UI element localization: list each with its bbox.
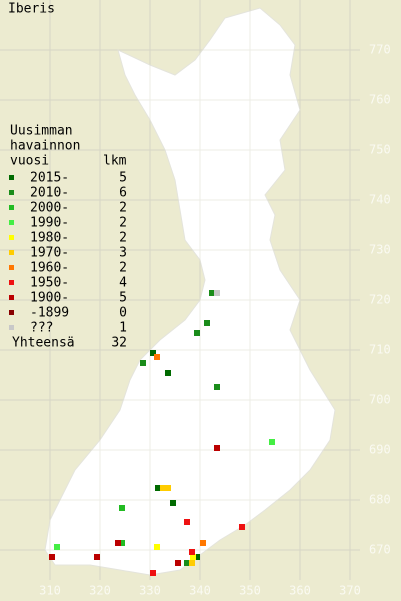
observation — [119, 505, 125, 511]
legend-count: 5 — [119, 171, 127, 186]
observation — [155, 485, 161, 491]
y-tick-label: 690 — [369, 443, 391, 457]
x-tick-label: 320 — [89, 584, 111, 598]
legend-label: 1990- — [30, 216, 69, 231]
observation — [140, 360, 146, 366]
observation — [170, 500, 176, 506]
legend-swatch — [9, 250, 14, 255]
y-tick-label: 740 — [369, 193, 391, 207]
observation — [189, 560, 195, 566]
observation — [194, 554, 200, 560]
observation — [175, 560, 181, 566]
legend-label: 2010- — [30, 186, 69, 201]
observation — [189, 549, 195, 555]
legend-count: 4 — [119, 276, 127, 291]
observation — [214, 384, 220, 390]
x-tick-label: 340 — [189, 584, 211, 598]
legend-label: 1980- — [30, 231, 69, 246]
observation — [190, 554, 196, 560]
legend-label: ??? — [30, 321, 53, 336]
legend-count: 0 — [119, 306, 127, 321]
y-tick-label: 710 — [369, 343, 391, 357]
observation — [150, 350, 156, 356]
observations — [49, 290, 275, 576]
observation — [194, 330, 200, 336]
observation — [200, 540, 206, 546]
legend-label: -1899 — [30, 306, 69, 321]
legend-title: Uusimman — [10, 124, 73, 139]
observation — [115, 540, 121, 546]
observation — [154, 544, 160, 550]
grid-overlay — [0, 0, 360, 580]
observation — [204, 320, 210, 326]
y-tick-label: 670 — [369, 543, 391, 557]
observation — [165, 370, 171, 376]
legend-title: vuosi — [10, 154, 49, 169]
legend-count: 1 — [119, 321, 127, 336]
legend-swatch — [9, 220, 14, 225]
observation — [184, 560, 190, 566]
legend-count: 2 — [119, 216, 127, 231]
legend-swatch — [9, 175, 14, 180]
observation — [165, 485, 171, 491]
x-tick-label: 330 — [139, 584, 161, 598]
observation — [239, 524, 245, 530]
x-tick-label: 360 — [289, 584, 311, 598]
y-tick-label: 720 — [369, 293, 391, 307]
observation — [49, 554, 55, 560]
legend-title: havainnon — [10, 139, 80, 154]
total-label: Yhteensä — [12, 336, 75, 351]
legend-swatch — [9, 325, 14, 330]
x-tick-label: 310 — [39, 584, 61, 598]
x-tick-label: 350 — [239, 584, 261, 598]
observation — [160, 485, 166, 491]
legend-swatch — [9, 280, 14, 285]
observation — [150, 570, 156, 576]
finland-outline — [44, 7, 336, 576]
legend-swatch — [9, 205, 14, 210]
legend-label: 1950- — [30, 276, 69, 291]
legend-swatch — [9, 310, 14, 315]
y-tick-label: 700 — [369, 393, 391, 407]
observation — [214, 445, 220, 451]
observation — [94, 554, 100, 560]
legend-swatch — [9, 235, 14, 240]
y-tick-label: 750 — [369, 143, 391, 157]
y-tick-label: 730 — [369, 243, 391, 257]
total-count: 32 — [111, 336, 127, 351]
observation — [154, 354, 160, 360]
y-tick-label: 760 — [369, 93, 391, 107]
legend-count: 6 — [119, 186, 127, 201]
observation — [209, 290, 215, 296]
legend-label: 1960- — [30, 261, 69, 276]
observation — [269, 439, 275, 445]
y-tick-label: 680 — [369, 493, 391, 507]
legend-swatch — [9, 265, 14, 270]
y-tick-label: 770 — [369, 43, 391, 57]
map-title: Iberis — [8, 2, 55, 17]
legend-count: 5 — [119, 291, 127, 306]
legend-label: 2015- — [30, 171, 69, 186]
legend-label: 1970- — [30, 246, 69, 261]
legend-label: 2000- — [30, 201, 69, 216]
legend-count: 2 — [119, 261, 127, 276]
x-tick-label: 370 — [339, 584, 361, 598]
observation — [54, 544, 60, 550]
legend-count: 3 — [119, 246, 127, 261]
legend-label: 1900- — [30, 291, 69, 306]
legend-count-header: lkm — [103, 154, 127, 169]
legend-swatch — [9, 190, 14, 195]
observation — [119, 540, 125, 546]
legend-count: 2 — [119, 201, 127, 216]
observation — [214, 290, 220, 296]
observation — [184, 519, 190, 525]
legend-count: 2 — [119, 231, 127, 246]
legend-swatch — [9, 295, 14, 300]
